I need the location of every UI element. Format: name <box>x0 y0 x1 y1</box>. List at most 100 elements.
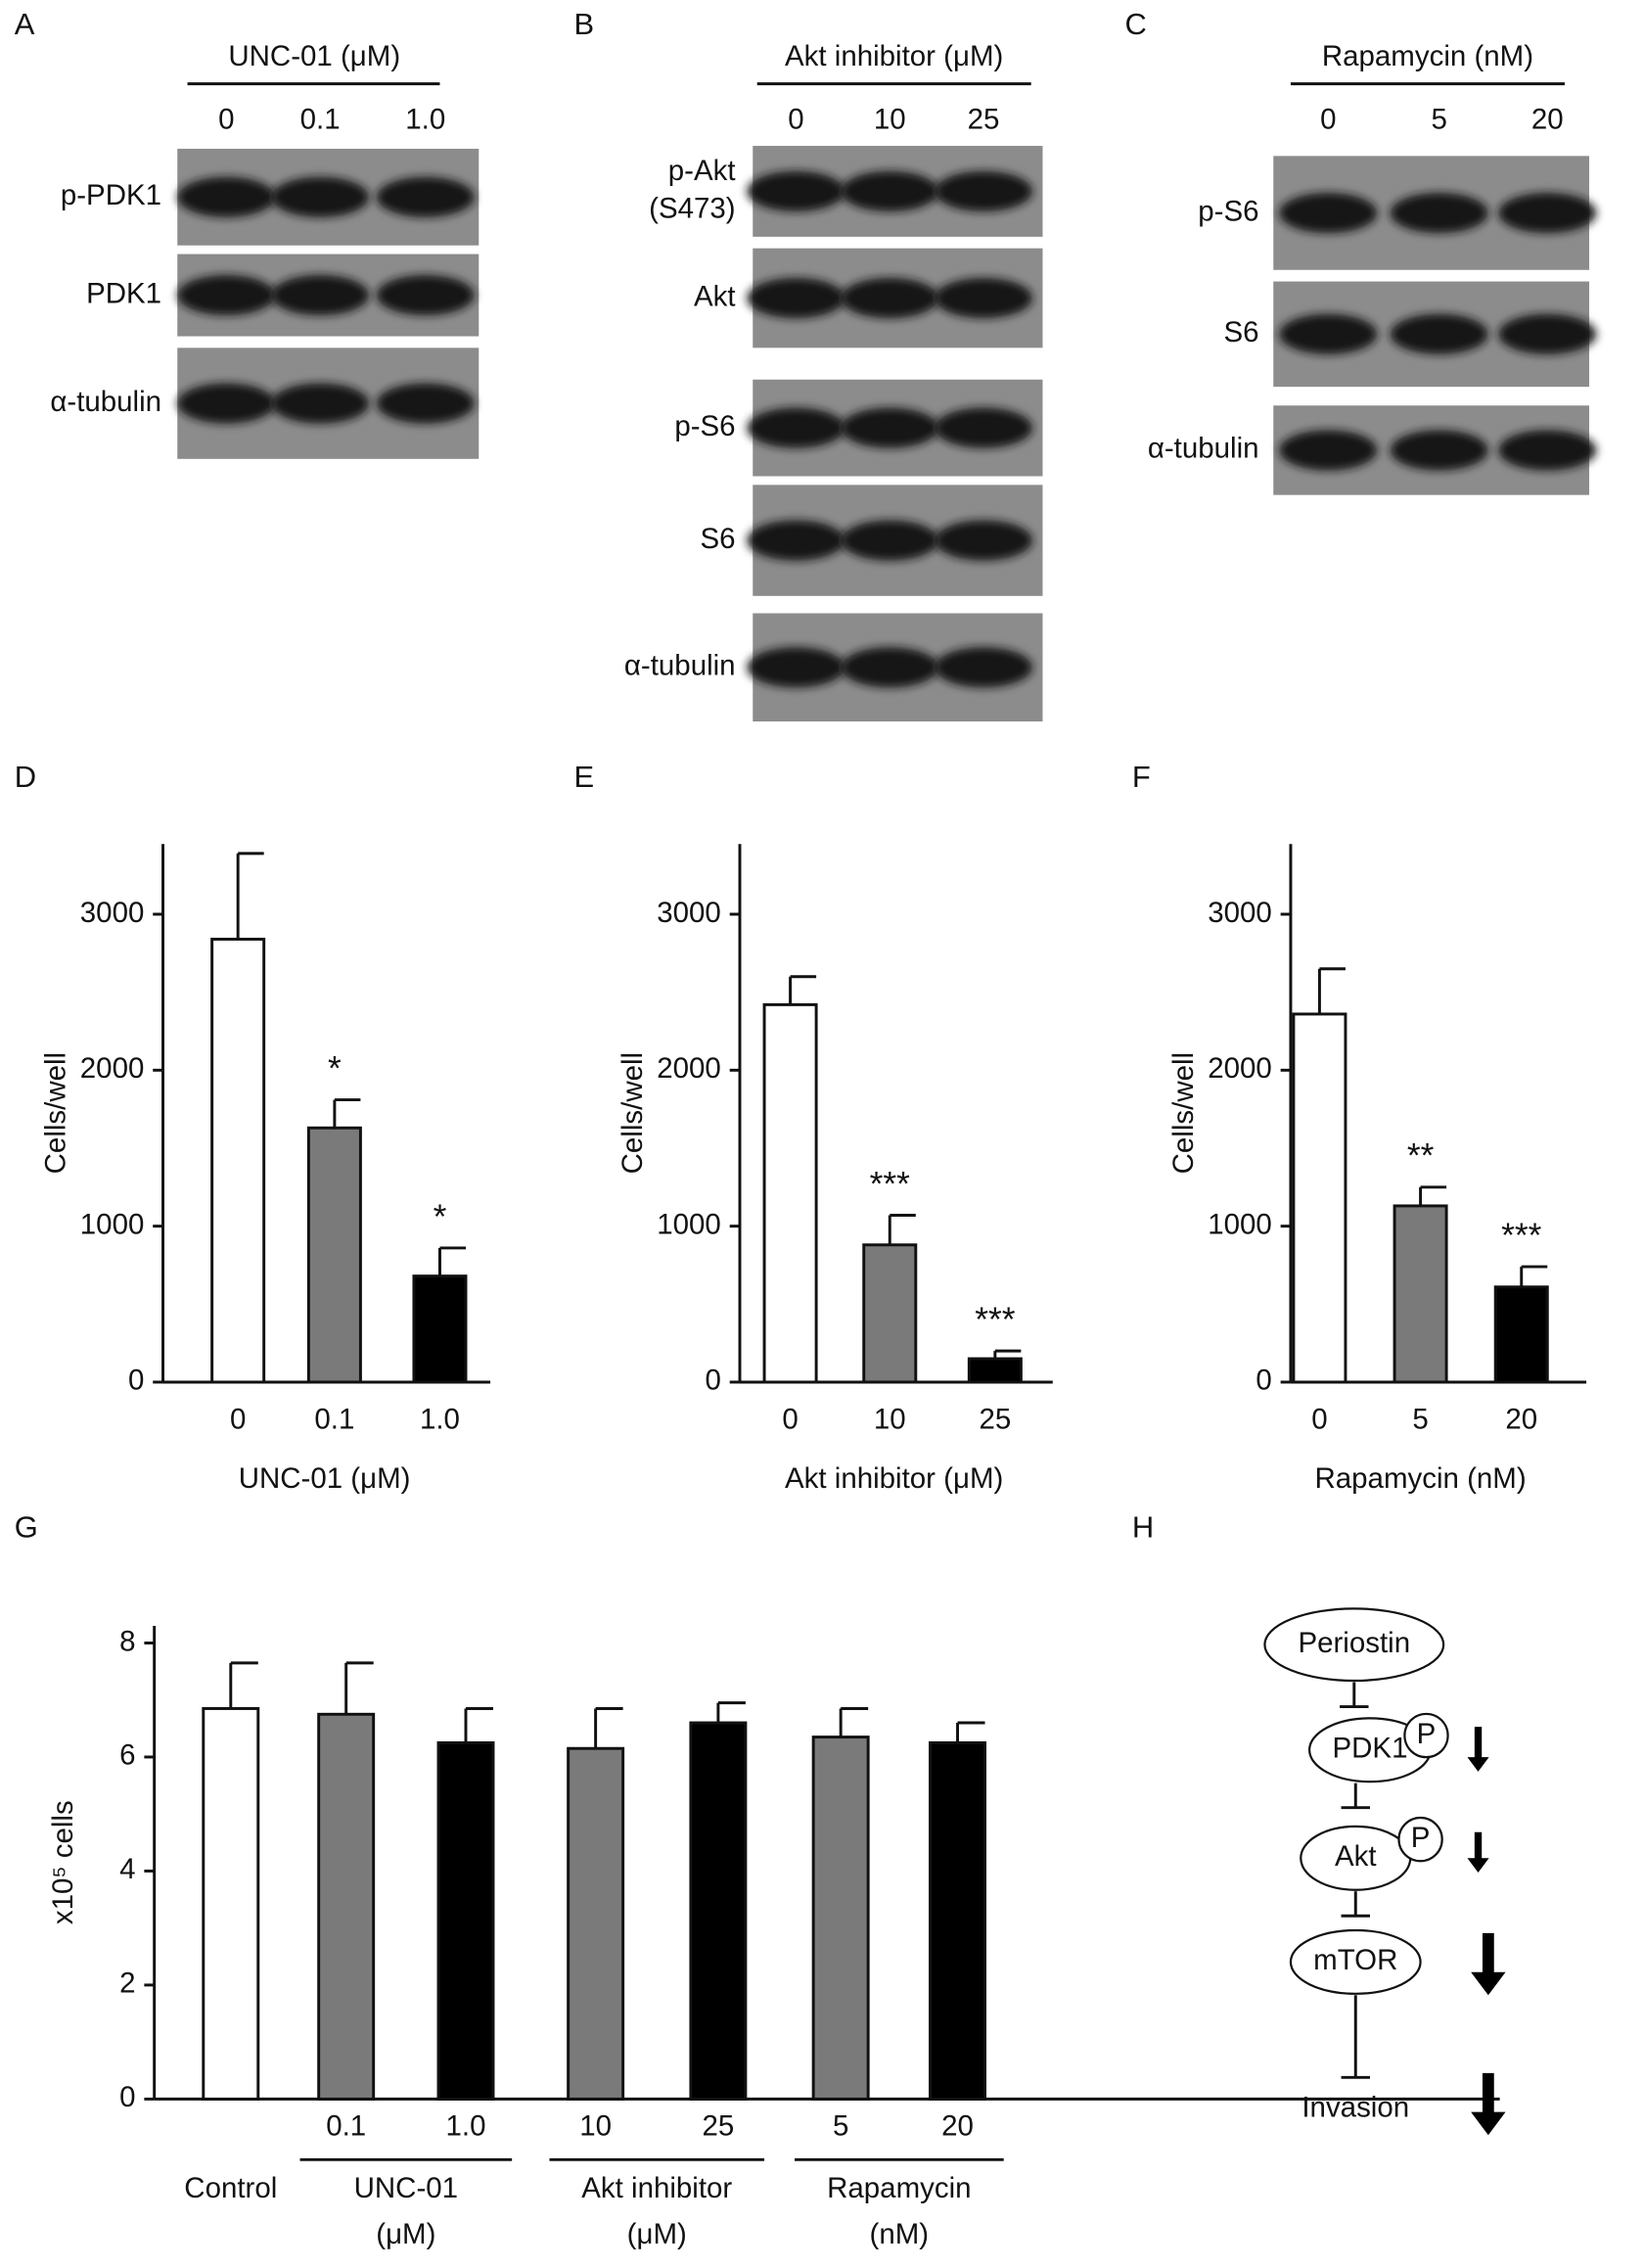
blot-band <box>747 170 845 212</box>
blot-row-label: p-S6 <box>674 410 735 442</box>
blot-band <box>934 407 1033 448</box>
panel-letter: G <box>15 1509 38 1544</box>
x-tick-label: 0.1 <box>314 1404 354 1436</box>
y-axis-title: Cells/well <box>616 1052 649 1174</box>
blot-band <box>934 520 1033 561</box>
group-label: Control <box>184 2172 277 2204</box>
blot-band <box>177 383 276 424</box>
bar <box>762 1002 818 1384</box>
blot-band <box>1498 192 1597 234</box>
blot-row-label: Akt <box>694 280 736 312</box>
bar <box>1292 1012 1347 1384</box>
blot-row-label: S6 <box>1223 316 1258 348</box>
group-label: UNC-01 <box>354 2172 458 2204</box>
y-tick-label: 2 <box>119 1967 135 2000</box>
x-axis-title: Akt inhibitor (μM) <box>785 1462 1003 1495</box>
significance-label: * <box>434 1198 447 1236</box>
blot-row-label: α-tubulin <box>50 386 161 418</box>
x-axis-title: Rapamycin (nM) <box>1315 1462 1527 1495</box>
blot-band <box>747 407 845 448</box>
blot-row-label: α-tubulin <box>624 650 736 682</box>
y-tick-label: 0 <box>128 1365 144 1397</box>
panel-letter: H <box>1132 1509 1154 1544</box>
node-label: mTOR <box>1313 1944 1397 1976</box>
y-tick-label: 6 <box>119 1739 135 1772</box>
blot-band <box>747 277 845 319</box>
down-arrow <box>1467 1831 1489 1874</box>
bar <box>929 1740 986 2101</box>
blot-band <box>177 176 276 217</box>
y-axis-title: Cells/well <box>1167 1052 1200 1174</box>
blot-band <box>1498 430 1597 471</box>
group-label: Rapamycin <box>827 2172 971 2204</box>
blot-band <box>376 176 475 217</box>
y-tick-label: 1000 <box>657 1208 721 1240</box>
bar <box>202 1706 260 2101</box>
x-tick-label: 0 <box>230 1404 246 1436</box>
lane-label: 25 <box>968 104 1000 136</box>
y-axis-title: Cells/well <box>40 1052 72 1174</box>
blot-band <box>1279 313 1378 354</box>
lane-label: 10 <box>874 104 906 136</box>
blot-band <box>1390 313 1488 354</box>
blot-band <box>934 170 1033 212</box>
lane-label: 20 <box>1531 104 1564 136</box>
blot-band <box>934 647 1033 688</box>
x-tick-label: 25 <box>979 1404 1011 1436</box>
blot-band <box>376 274 475 316</box>
phospho-label: P <box>1411 1822 1431 1854</box>
down-arrow <box>1471 2072 1506 2136</box>
blot-band <box>1498 313 1597 354</box>
x-tick-label: 0 <box>1311 1404 1327 1436</box>
x-tick-label: 5 <box>1412 1404 1428 1436</box>
panel-letter: B <box>574 7 595 41</box>
blot-title: UNC-01 (μM) <box>228 40 400 72</box>
panel-letter: D <box>15 760 36 794</box>
y-tick-label: 1000 <box>1208 1208 1272 1240</box>
x-tick-label: 0.1 <box>326 2110 366 2143</box>
bar <box>967 1357 1023 1384</box>
blot-band <box>271 274 370 316</box>
x-tick-label: 5 <box>833 2110 848 2143</box>
x-tick-label: 20 <box>1505 1404 1537 1436</box>
node-shape <box>1263 1607 1445 1683</box>
significance-label: *** <box>1501 1217 1542 1255</box>
blot-row-label: p-Akt <box>668 155 736 187</box>
lane-label: 0 <box>1320 104 1336 136</box>
blot-band <box>747 647 845 688</box>
blot-title: Akt inhibitor (μM) <box>785 40 1003 72</box>
bar <box>811 1736 870 2101</box>
significance-label: *** <box>975 1301 1016 1339</box>
blot-row-label: p-PDK1 <box>61 179 161 211</box>
blot-band <box>376 383 475 424</box>
y-tick-label: 8 <box>119 1625 135 1657</box>
blot-band <box>934 277 1033 319</box>
blot-band <box>841 520 939 561</box>
panel-letter: E <box>574 760 595 794</box>
x-tick-label: 10 <box>874 1404 906 1436</box>
lane-label: 1.0 <box>405 104 445 136</box>
bar <box>1493 1285 1549 1384</box>
phospho-circle <box>1397 1816 1443 1863</box>
bar <box>317 1712 376 2101</box>
node-label: Periostin <box>1298 1627 1410 1659</box>
blot-band <box>747 520 845 561</box>
blot-row-label: PDK1 <box>86 277 161 309</box>
x-tick-label: 0 <box>782 1404 798 1436</box>
panel-letter: A <box>15 7 35 41</box>
node-label: Akt <box>1335 1840 1377 1873</box>
down-arrow <box>1467 1727 1489 1772</box>
blot-band <box>271 383 370 424</box>
x-axis-title: UNC-01 (μM) <box>239 1462 411 1495</box>
lane-label: 0 <box>788 104 803 136</box>
bar <box>689 1721 748 2101</box>
y-tick-label: 1000 <box>80 1208 145 1240</box>
lane-label: 0 <box>218 104 234 136</box>
group-unit: (μM) <box>376 2218 435 2250</box>
significance-label: * <box>328 1049 342 1088</box>
bar <box>567 1746 625 2101</box>
y-axis-title: x10⁵ cells <box>47 1800 79 1924</box>
bar <box>436 1740 495 2101</box>
x-tick-label: 10 <box>579 2110 612 2143</box>
